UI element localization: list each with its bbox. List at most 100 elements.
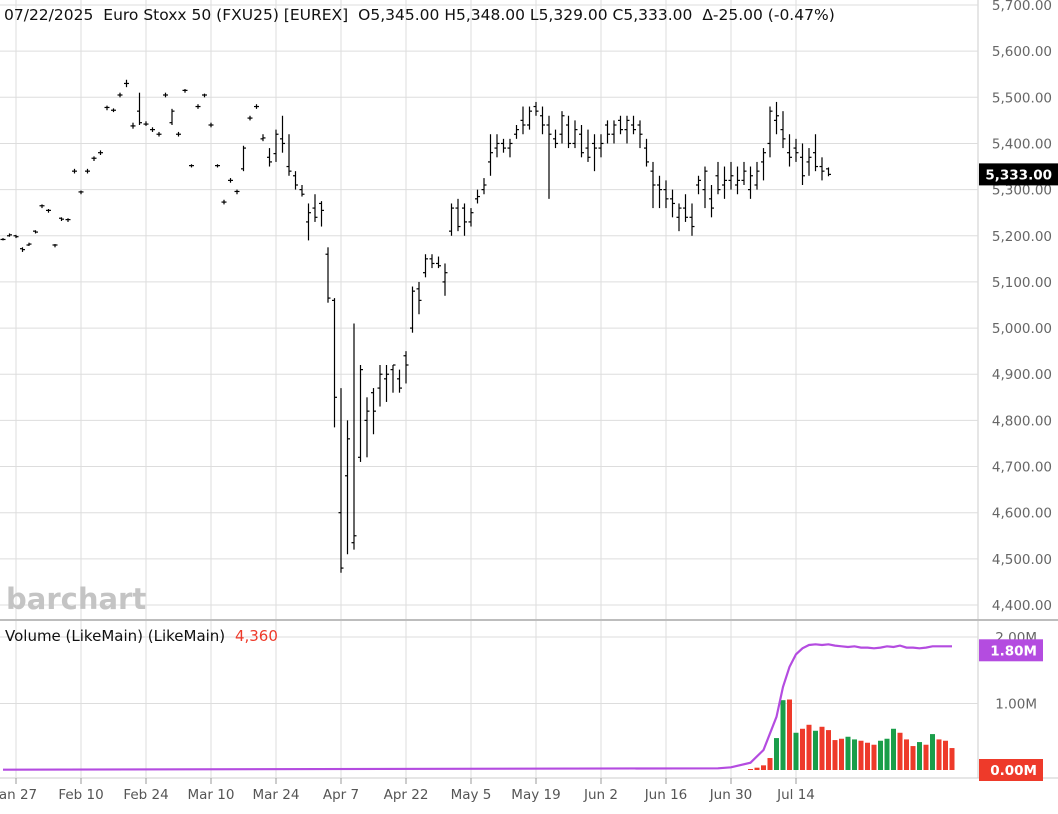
- ohlc-bar: [514, 125, 519, 139]
- ohlc-bar: [312, 194, 318, 222]
- ohlc-bar: [124, 79, 129, 88]
- volume-bar: [910, 746, 916, 770]
- ohlc-bar: [85, 168, 90, 174]
- ohlc-bar: [319, 201, 324, 227]
- ohlc-bar: [429, 254, 435, 269]
- volume-bar: [852, 739, 857, 770]
- ohlc-bar: [683, 194, 688, 222]
- ohlc-bar: [449, 203, 454, 236]
- ohlc-bar: [299, 185, 305, 197]
- ohlc-bar: [293, 171, 298, 190]
- volume-bar: [793, 732, 799, 770]
- ohlc-bar: [20, 247, 25, 252]
- ohlc-bar: [59, 217, 64, 222]
- ohlc-bar: [189, 164, 194, 168]
- volume-bar: [806, 724, 812, 770]
- volume-bar: [767, 758, 773, 770]
- volume-bar: [871, 744, 877, 770]
- volume-bar: [780, 700, 786, 770]
- time-tick-label: May 5: [451, 787, 492, 803]
- ohlc-bar: [605, 120, 610, 144]
- ohlc-bar: [98, 150, 103, 156]
- ohlc-bar: [644, 138, 649, 167]
- ohlc-bar: [46, 209, 51, 213]
- ohlc-bar: [533, 101, 539, 116]
- volume-bars: [748, 699, 955, 770]
- time-tick-label: Feb 10: [58, 787, 103, 803]
- ohlc-bar: [442, 263, 448, 296]
- price-tick-label: 4,900.00: [992, 367, 1052, 383]
- ohlc-bar: [254, 104, 259, 109]
- ohlc-bar: [618, 115, 623, 135]
- volume-bar: [832, 740, 838, 770]
- volume-bar: [897, 732, 903, 770]
- ohlc-bar: [410, 286, 415, 333]
- ohlc-bar: [351, 323, 357, 550]
- price-tick-label: 5,400.00: [992, 136, 1052, 152]
- ohlc-bar: [273, 129, 279, 162]
- volume-value-tag-label: 0.00M: [990, 763, 1037, 779]
- volume-bar: [936, 739, 942, 770]
- ohlc-bar: [78, 190, 84, 195]
- volume-panel-title: Volume (LikeMain) (LikeMain): [5, 627, 225, 645]
- ohlc-bar: [72, 168, 77, 174]
- volume-bar: [813, 730, 818, 770]
- ohlc-bar: [761, 148, 766, 181]
- ohlc-bar: [722, 166, 727, 199]
- volume-bar: [878, 740, 883, 770]
- ohlc-bar: [13, 234, 19, 239]
- header-instrument: Euro Stoxx 50 (FXU25) [EUREX]: [103, 6, 348, 24]
- volume-bar: [904, 739, 909, 770]
- ohlc-bar: [156, 131, 162, 137]
- ohlc-bar: [111, 108, 116, 113]
- ohlc-bar: [176, 131, 181, 137]
- time-tick-label: Mar 10: [188, 787, 235, 803]
- time-tick-label: Jun 2: [583, 787, 618, 803]
- volume-bar: [819, 726, 825, 770]
- ohlc-bar: [7, 233, 12, 237]
- ohlc-bar: [455, 198, 461, 232]
- ohlc-bar: [631, 115, 636, 135]
- ohlc-bar: [696, 175, 701, 195]
- ohlc-bar: [241, 145, 246, 172]
- price-tick-label: 4,800.00: [992, 413, 1052, 429]
- header-change: Δ-25.00 (-0.47%): [702, 6, 834, 24]
- ohlc-bar: [592, 134, 597, 172]
- ohlc-bar: [260, 134, 266, 142]
- price-tick-label: 5,100.00: [992, 275, 1052, 291]
- time-tick-label: Apr 7: [323, 787, 359, 803]
- ohlc-bar: [377, 365, 383, 407]
- ohlc-bar: [195, 104, 201, 109]
- volume-average-path: [2, 643, 952, 771]
- ohlc-bar: [267, 148, 272, 167]
- ohlc-bar: [468, 208, 474, 227]
- price-tick-label: 4,500.00: [992, 552, 1052, 568]
- chart-header: 07/22/2025 Euro Stoxx 50 (FXU25) [EUREX]…: [4, 6, 835, 24]
- ohlc-bar: [0, 238, 6, 241]
- ohlc-bar: [735, 166, 740, 195]
- average-volume-tag: [979, 639, 1043, 662]
- ohlc-bar: [33, 230, 38, 234]
- volume-value-tag: [979, 759, 1043, 781]
- ohlc-bar: [338, 388, 344, 573]
- volume-bar: [943, 740, 948, 770]
- average-volume-tag-label: 1.80M: [990, 643, 1037, 659]
- ohlc-bar: [345, 420, 350, 555]
- ohlc-bar: [793, 138, 799, 162]
- ohlc-bar: [553, 129, 558, 149]
- volume-bar: [865, 742, 870, 770]
- ohlc-bar: [143, 121, 149, 126]
- time-tick-label: May 19: [511, 787, 560, 803]
- ohlc-bar: [657, 175, 662, 209]
- ohlc-bar: [559, 111, 565, 144]
- ohlc-bar: [702, 166, 708, 209]
- price-tick-label: 5,500.00: [992, 90, 1052, 106]
- ohlc-bar: [436, 256, 441, 269]
- ohlc-bar: [208, 122, 214, 128]
- time-tick-label: Jul 14: [776, 787, 815, 803]
- ohlc-bar: [403, 351, 409, 384]
- ohlc-bar: [709, 185, 714, 218]
- ohlc-bar: [332, 298, 337, 428]
- ohlc-bar: [819, 157, 825, 181]
